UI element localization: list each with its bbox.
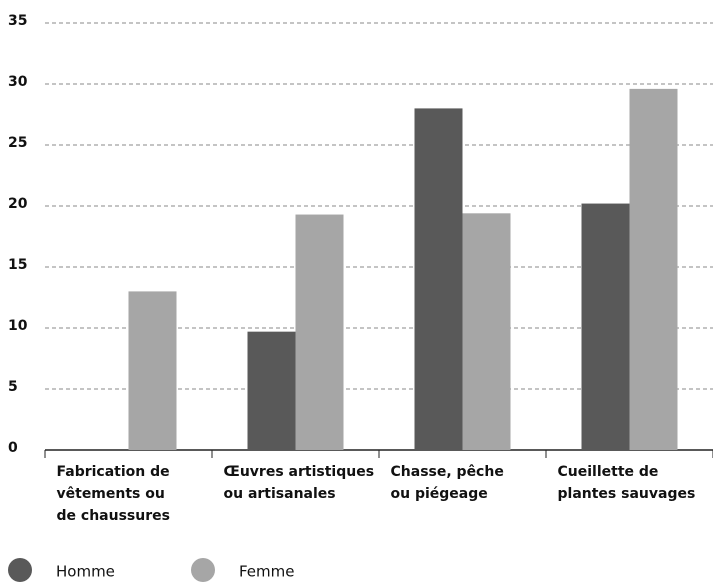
x-tick-label: Fabrication de vêtements ou de chaussures bbox=[57, 464, 170, 524]
bar bbox=[247, 331, 296, 450]
bar bbox=[581, 203, 630, 450]
bar bbox=[414, 108, 463, 451]
y-tick-label: 10 bbox=[8, 318, 28, 334]
y-tick-label: 30 bbox=[8, 74, 28, 90]
y-tick-label: 20 bbox=[8, 196, 28, 212]
legend-swatch bbox=[8, 558, 32, 582]
y-tick-label: 15 bbox=[8, 257, 27, 273]
bar bbox=[295, 214, 344, 450]
y-tick-label: 0 bbox=[8, 440, 18, 456]
legend-label: Homme bbox=[56, 563, 115, 581]
x-tick-label: Œuvres artistiques ou artisanales bbox=[224, 464, 375, 502]
legend-swatch bbox=[191, 558, 215, 582]
y-tick-label: 25 bbox=[8, 135, 27, 151]
legend-label: Femme bbox=[239, 563, 295, 581]
bar bbox=[462, 213, 511, 450]
bar bbox=[128, 291, 177, 450]
x-tick-label: Cueillette de plantes sauvages bbox=[558, 464, 696, 502]
y-tick-label: 35 bbox=[8, 13, 27, 29]
bar bbox=[629, 88, 678, 450]
y-tick-label: 5 bbox=[8, 379, 18, 395]
x-tick-label: Chasse, pêche ou piégeage bbox=[391, 464, 504, 502]
